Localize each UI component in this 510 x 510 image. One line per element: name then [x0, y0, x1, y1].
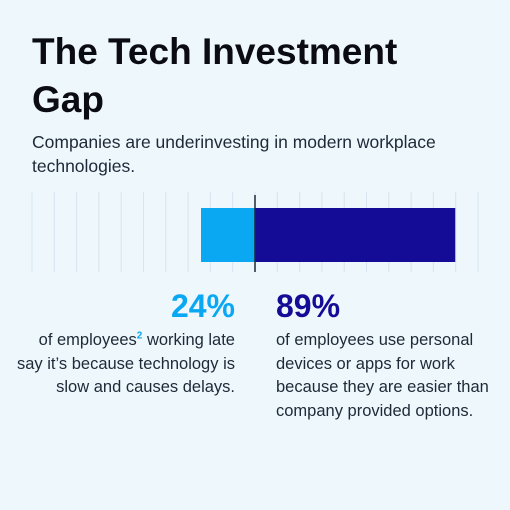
footnote-marker: 2 [136, 330, 143, 342]
bar-right [255, 208, 456, 262]
left-stat-description: of employees2 working late say it’s beca… [15, 329, 235, 400]
right-stat: 89% of employees use personal devices or… [276, 287, 496, 423]
left-stat: 24% of employees2 working late say it’s … [15, 287, 235, 400]
right-stat-percent: 89% [276, 288, 341, 324]
bar-left [201, 208, 255, 262]
left-stat-desc-after: working late say it’s because technology… [17, 331, 235, 396]
right-stat-description: of employees use personal devices or app… [276, 331, 489, 420]
left-stat-desc-before: of employees [38, 331, 137, 349]
page-title: The Tech Investment Gap [32, 31, 398, 120]
left-stat-percent: 24% [170, 288, 235, 324]
gap-bar-chart [31, 192, 479, 272]
page-subtitle: Companies are underinvesting in modern w… [32, 132, 436, 176]
